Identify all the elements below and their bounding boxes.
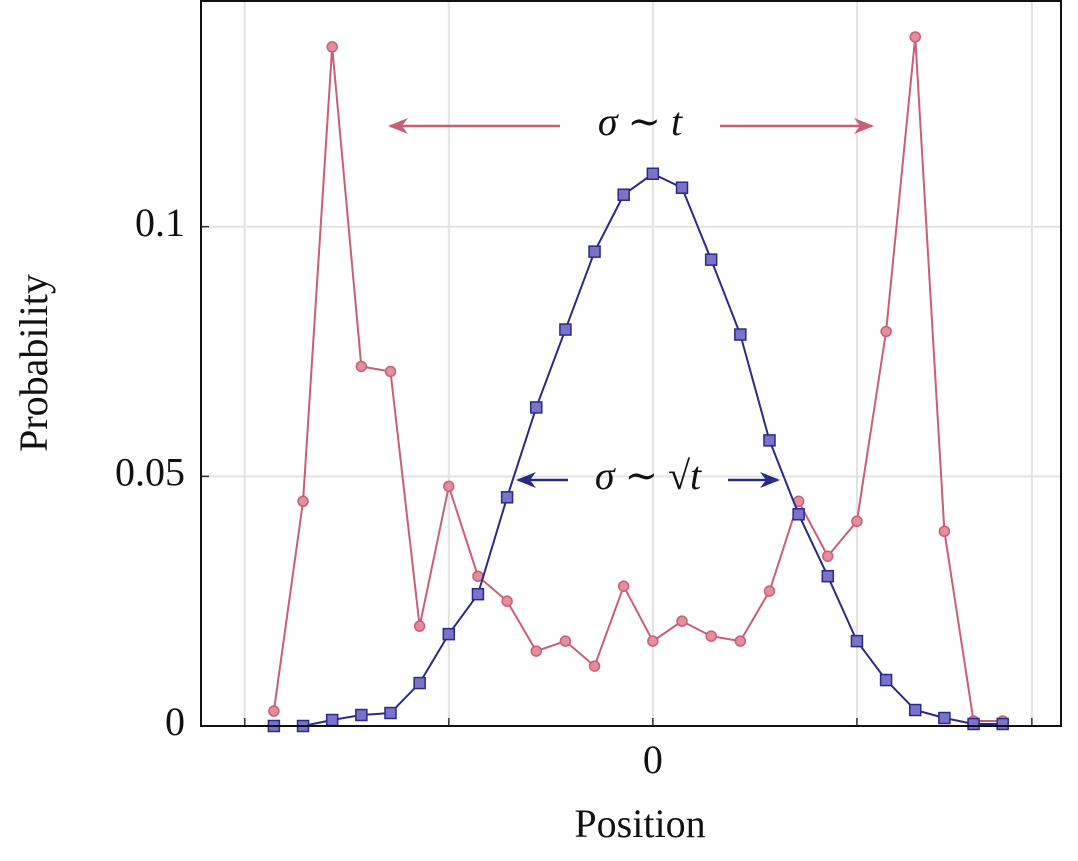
- data-point: [413, 676, 426, 690]
- data-point: [675, 181, 689, 194]
- data-point: [559, 635, 572, 647]
- data-point: [908, 703, 922, 717]
- y-tick-label: 0.05: [115, 450, 185, 495]
- y-axis-label: Probability: [11, 274, 56, 452]
- x-tick-label: 0: [643, 737, 663, 782]
- data-point: [763, 434, 776, 447]
- data-point: [763, 585, 776, 597]
- data-point: [821, 569, 835, 583]
- data-point: [500, 491, 514, 504]
- y-tick-label: 0.1: [135, 200, 185, 245]
- data-point: [530, 645, 543, 657]
- data-point: [676, 615, 688, 627]
- data-point: [880, 325, 892, 338]
- data-point: [792, 508, 805, 521]
- data-point: [938, 525, 951, 538]
- data-point: [879, 673, 893, 687]
- data-point: [617, 580, 630, 592]
- series-line: [272, 36, 1003, 723]
- data-point: [996, 717, 1009, 731]
- data-point: [559, 323, 572, 336]
- data-point: [588, 660, 601, 672]
- data-point: [588, 245, 601, 258]
- data-point: [443, 480, 455, 493]
- data-point: [268, 705, 280, 717]
- data-point: [442, 627, 456, 641]
- data-point: [734, 328, 747, 341]
- data-point: [325, 713, 339, 727]
- data-point: [384, 706, 397, 720]
- data-point: [384, 365, 397, 378]
- y-tick-label: 0: [165, 699, 185, 744]
- data-point: [617, 188, 630, 201]
- annotation: σ ∼ t: [598, 99, 683, 144]
- data-point: [967, 717, 980, 731]
- data-point: [646, 167, 660, 181]
- data-point: [530, 401, 543, 414]
- data-point: [647, 635, 659, 647]
- data-point: [326, 41, 338, 53]
- data-point: [909, 31, 921, 43]
- data-point: [501, 595, 513, 607]
- data-point: [851, 515, 863, 528]
- data-point: [850, 634, 864, 648]
- data-point: [355, 708, 368, 722]
- plot-frame: [200, 0, 1062, 727]
- x-axis-label: Position: [574, 801, 705, 846]
- data-point: [704, 253, 718, 266]
- data-point: [355, 360, 368, 373]
- data-point: [413, 620, 426, 632]
- data-point: [471, 587, 485, 601]
- data-point: [734, 635, 747, 647]
- data-point: [938, 711, 951, 725]
- data-point: [297, 495, 309, 508]
- data-point: [705, 630, 717, 642]
- data-point: [822, 550, 834, 562]
- annotation: σ ∼ √t: [595, 453, 702, 498]
